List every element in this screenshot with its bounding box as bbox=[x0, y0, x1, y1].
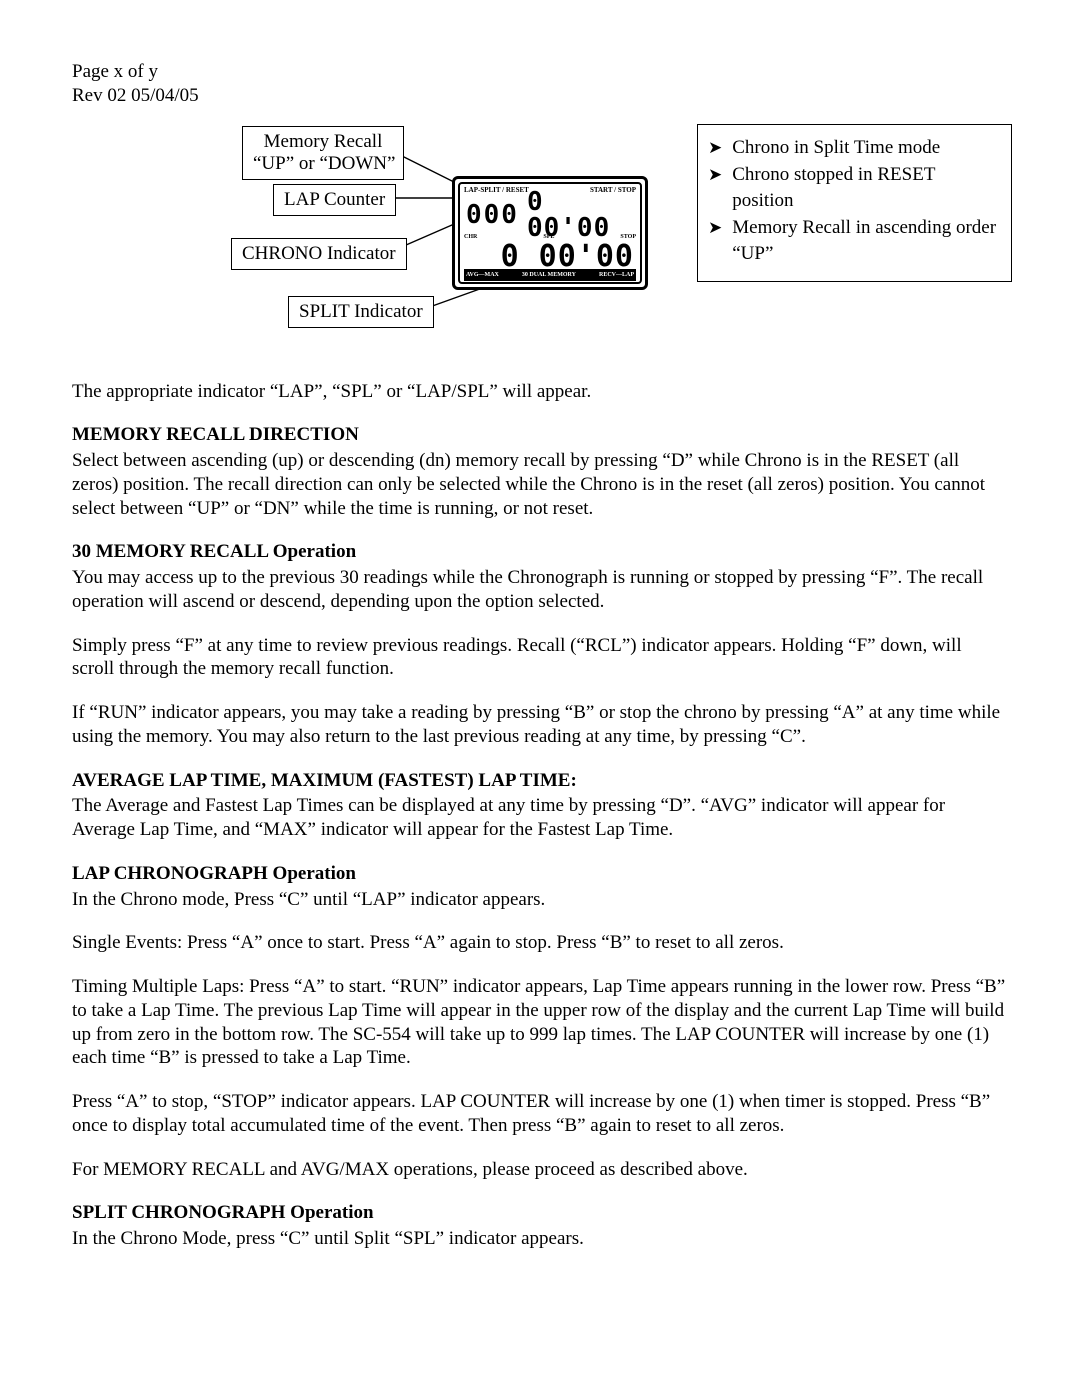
bullet-arrow-icon: ➤ bbox=[708, 215, 722, 240]
lcd-bot-right: RECV—LAP bbox=[599, 272, 634, 278]
side-note-box: ➤ Chrono in Split Time mode ➤ Chrono sto… bbox=[697, 124, 1012, 282]
page-header: Page x of y Rev 02 05/04/05 bbox=[72, 60, 1008, 108]
lcd-bot-mid: 30 DUAL MEMORY bbox=[522, 272, 576, 278]
side-item-text: Memory Recall in ascending order “UP” bbox=[732, 215, 1001, 266]
lcd-lap-counter-digits: 000 bbox=[466, 202, 519, 228]
callout-chrono-indicator: CHRONO Indicator bbox=[231, 238, 407, 270]
lcd-top-left: LAP-SPLIT / RESET bbox=[464, 186, 529, 194]
lcd-bot-left: AVG—MAX bbox=[466, 272, 499, 278]
side-item-text: Chrono stopped in RESET position bbox=[732, 162, 1001, 213]
body-text: The appropriate indicator “LAP”, “SPL” o… bbox=[72, 380, 1008, 1251]
callout-memory-recall: Memory Recall “UP” or “DOWN” bbox=[242, 126, 404, 180]
heading-split-chrono: SPLIT CHRONOGRAPH Operation bbox=[72, 1201, 1008, 1225]
paragraph: In the Chrono Mode, press “C” until Spli… bbox=[72, 1227, 1008, 1251]
callout-memory-recall-l2: “UP” or “DOWN” bbox=[253, 153, 393, 175]
callout-split-indicator: SPLIT Indicator bbox=[288, 296, 434, 328]
lcd-bottom-strip: AVG—MAX 30 DUAL MEMORY RECV—LAP bbox=[464, 269, 636, 281]
header-line-1: Page x of y bbox=[72, 60, 1008, 84]
paragraph: For MEMORY RECALL and AVG/MAX operations… bbox=[72, 1158, 1008, 1182]
side-item-text: Chrono in Split Time mode bbox=[732, 135, 940, 161]
paragraph: Simply press “F” at any time to review p… bbox=[72, 634, 1008, 682]
document-page: Page x of y Rev 02 05/04/05 Memory Recal… bbox=[0, 0, 1080, 1397]
lcd-row2-time: 0 00'00 bbox=[466, 242, 634, 272]
paragraph: Single Events: Press “A” once to start. … bbox=[72, 931, 1008, 955]
paragraph: Timing Multiple Laps: Press “A” to start… bbox=[72, 975, 1008, 1070]
side-item: ➤ Memory Recall in ascending order “UP” bbox=[708, 215, 1001, 266]
callout-memory-recall-l1: Memory Recall bbox=[253, 131, 393, 153]
lcd-inner: LAP-SPLIT / RESET START / STOP 000 0 00'… bbox=[458, 182, 642, 284]
paragraph: The Average and Fastest Lap Times can be… bbox=[72, 794, 1008, 842]
callout-lap-counter: LAP Counter bbox=[273, 184, 396, 216]
paragraph: If “RUN” indicator appears, you may take… bbox=[72, 701, 1008, 749]
paragraph: Select between ascending (up) or descend… bbox=[72, 449, 1008, 520]
heading-avg-max: AVERAGE LAP TIME, MAXIMUM (FASTEST) LAP … bbox=[72, 769, 1008, 793]
bullet-arrow-icon: ➤ bbox=[708, 162, 722, 187]
header-line-2: Rev 02 05/04/05 bbox=[72, 84, 1008, 108]
heading-memory-recall-direction: MEMORY RECALL DIRECTION bbox=[72, 423, 1008, 447]
heading-30-memory-recall: 30 MEMORY RECALL Operation bbox=[72, 540, 1008, 564]
paragraph: The appropriate indicator “LAP”, “SPL” o… bbox=[72, 380, 1008, 404]
heading-lap-chrono: LAP CHRONOGRAPH Operation bbox=[72, 862, 1008, 886]
side-item: ➤ Chrono stopped in RESET position bbox=[708, 162, 1001, 213]
paragraph: Press “A” to stop, “STOP” indicator appe… bbox=[72, 1090, 1008, 1138]
paragraph: You may access up to the previous 30 rea… bbox=[72, 566, 1008, 614]
lcd-display: LAP-SPLIT / RESET START / STOP 000 0 00'… bbox=[452, 176, 648, 290]
paragraph: In the Chrono mode, Press “C” until “LAP… bbox=[72, 888, 1008, 912]
lcd-chr-label: CHR bbox=[464, 234, 477, 240]
side-item: ➤ Chrono in Split Time mode bbox=[708, 135, 1001, 161]
bullet-arrow-icon: ➤ bbox=[708, 135, 722, 160]
lcd-row1: 000 0 00'00 bbox=[466, 198, 634, 232]
diagram-area: Memory Recall “UP” or “DOWN” LAP Counter… bbox=[72, 126, 1008, 366]
